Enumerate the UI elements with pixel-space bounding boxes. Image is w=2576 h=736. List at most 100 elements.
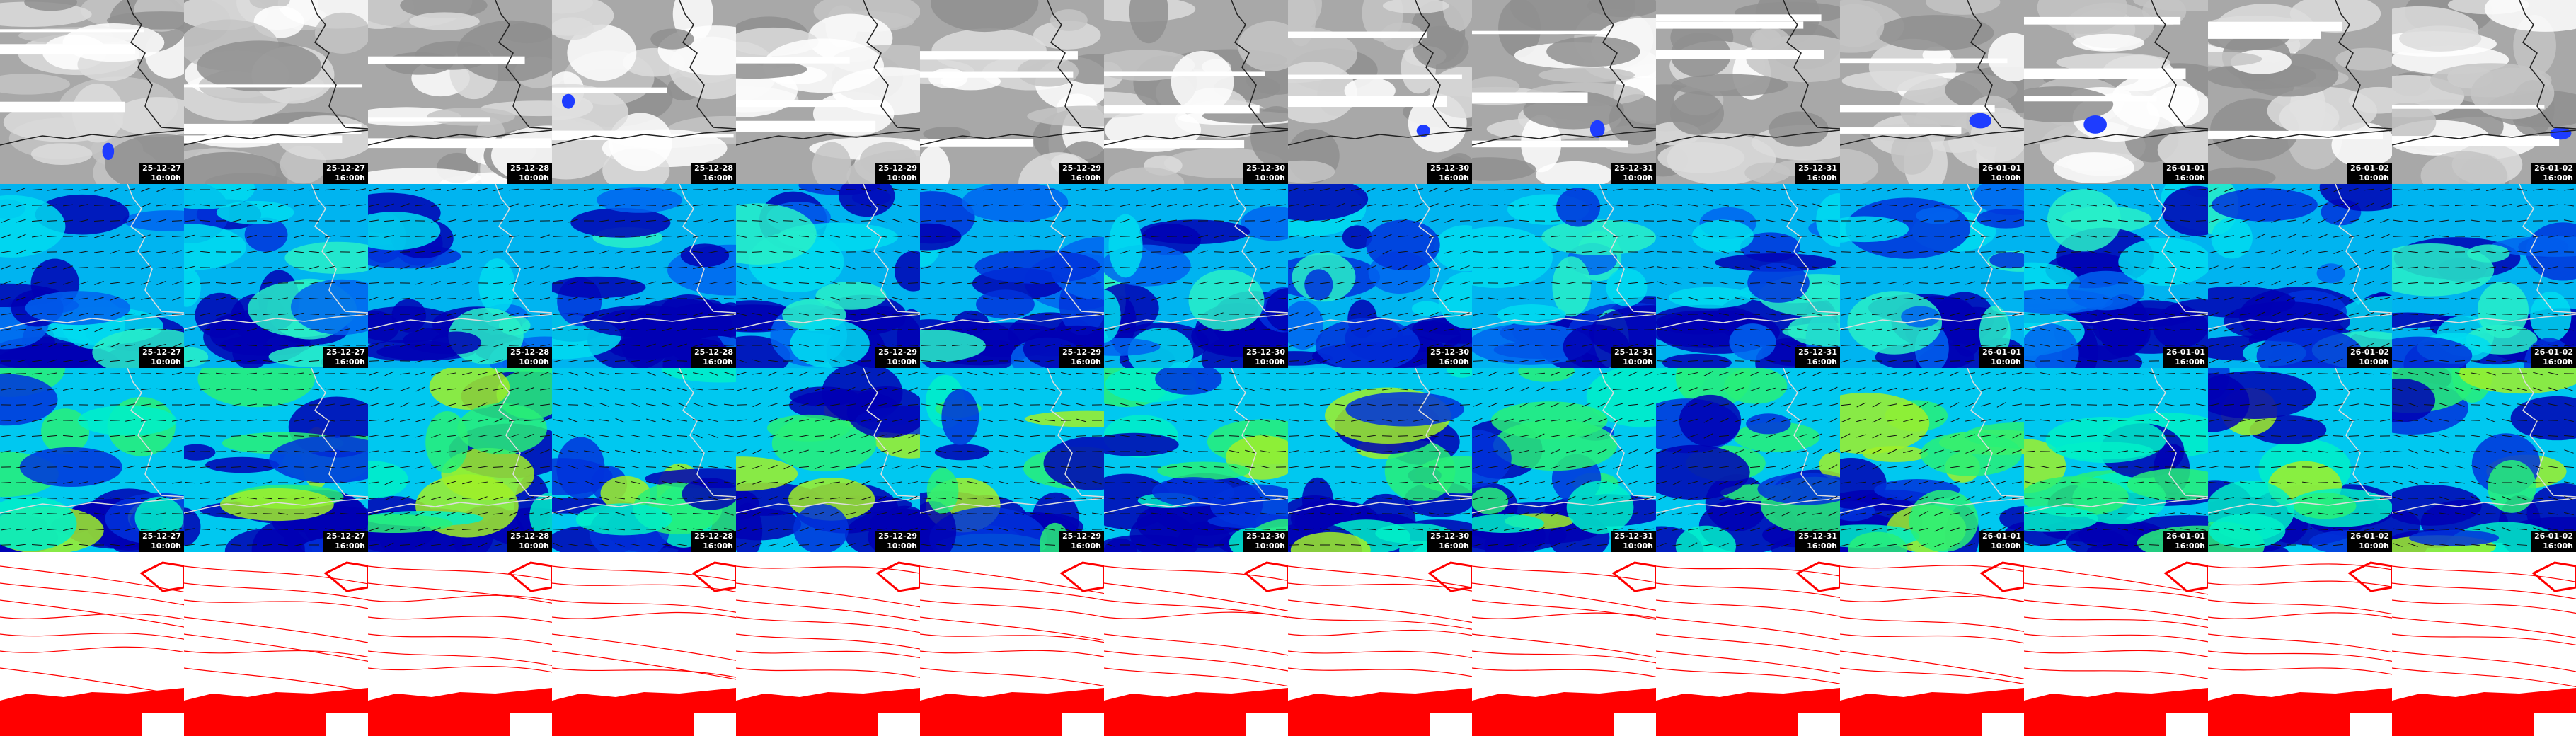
wind-arrow	[47, 359, 57, 363]
wind-arrow	[78, 420, 89, 421]
wind-arrow	[140, 450, 151, 453]
wind-arrow	[2195, 282, 2207, 284]
wind-arrow	[553, 203, 563, 207]
wind-arrow	[125, 344, 136, 347]
wind-arrow	[1320, 297, 1330, 301]
wind-arrow	[1672, 418, 1682, 422]
wind-arrow	[200, 372, 211, 375]
wind-arrow	[677, 372, 687, 376]
wind-arrow	[2087, 188, 2097, 191]
wind-arrow	[200, 219, 211, 222]
data-gap-band	[1472, 92, 1588, 103]
field-blob	[368, 168, 482, 184]
wind-arrow	[2195, 204, 2207, 207]
wind-arrow	[1749, 205, 1761, 206]
wind-arrow	[1657, 372, 1667, 375]
wind-arrow	[584, 371, 594, 376]
wind-arrow	[877, 219, 887, 223]
coastline	[495, 368, 552, 498]
wind-arrow	[908, 481, 918, 484]
wind-arrow	[1351, 466, 1361, 468]
wind-arrow	[431, 481, 441, 485]
wind-arrow	[783, 372, 794, 375]
wind-arrow	[2040, 419, 2051, 422]
wind-arrow	[93, 251, 105, 253]
wind-arrow	[1245, 449, 1255, 454]
wind-arrow	[2196, 497, 2206, 500]
wind-arrow	[645, 297, 657, 300]
wind-arrow	[767, 481, 778, 484]
wind-arrow	[1812, 403, 1822, 406]
wind-arrow	[1551, 435, 1560, 437]
field-blob	[0, 74, 70, 95]
wind-arrow	[263, 251, 272, 253]
wind-arrow	[231, 403, 241, 406]
field-blob	[1586, 368, 1656, 427]
wind-arrow	[79, 281, 88, 285]
wind-arrow	[1275, 188, 1287, 191]
wind-arrow	[1444, 328, 1454, 331]
wind-arrow	[1135, 251, 1146, 253]
wind-arrow	[645, 466, 657, 468]
wind-arrow	[1197, 403, 1209, 406]
wind-arrow	[830, 387, 840, 391]
wind-arrow	[1581, 251, 1592, 253]
wind-arrow	[568, 328, 579, 331]
wind-arrow	[1030, 219, 1040, 222]
wind-arrow	[94, 188, 104, 192]
wind-arrow	[1644, 203, 1654, 207]
wind-arrow	[2011, 497, 2023, 500]
wind-arrow	[1919, 387, 1928, 391]
wind-arrow	[1918, 251, 1929, 253]
wind-arrow	[1135, 282, 1146, 284]
time-label: 10:00h	[887, 541, 917, 551]
wind-arrow	[1381, 497, 1393, 500]
wind-arrow	[277, 251, 289, 253]
wind-arrow	[877, 343, 887, 347]
wind-arrow	[1473, 312, 1483, 316]
wind-arrow	[1766, 480, 1776, 485]
wind-arrow	[1413, 358, 1423, 364]
wind-arrow	[1766, 219, 1776, 222]
wind-arrow	[1151, 360, 1161, 362]
wind-arrow	[1092, 481, 1102, 485]
wind-arrow	[109, 435, 120, 437]
wind-arrow	[524, 371, 534, 376]
wind-arrow	[2086, 360, 2098, 362]
wind-arrow	[2040, 219, 2050, 223]
wind-arrow	[2209, 250, 2219, 254]
wind-arrow	[1275, 450, 1287, 453]
time-label: 16:00h	[2175, 173, 2205, 183]
wind-arrow	[1398, 544, 1408, 546]
isobar	[368, 565, 552, 581]
wind-arrow	[1719, 527, 1729, 531]
wind-arrow	[478, 188, 488, 192]
wind-arrow	[2012, 403, 2022, 406]
date-label: 26-01-01	[1982, 531, 2021, 541]
wind-arrow	[2102, 236, 2113, 237]
wind-arrow	[477, 204, 488, 207]
wind-arrow	[1092, 328, 1102, 331]
wind-arrow	[2055, 372, 2066, 375]
field-blob	[812, 142, 851, 184]
wind-arrow	[1444, 187, 1454, 192]
wind-arrow	[737, 359, 747, 363]
field-blob	[1104, 289, 1121, 343]
wind-arrow	[1582, 480, 1592, 485]
wind-arrow	[509, 387, 519, 391]
wind-arrow	[1, 234, 11, 238]
wind-arrow	[2209, 234, 2219, 238]
wind-arrow	[1061, 328, 1071, 331]
wind-arrow	[1535, 450, 1545, 453]
wind-arrow	[1289, 312, 1299, 316]
wind-arrow	[2255, 328, 2265, 331]
label-box	[875, 347, 920, 368]
wind-arrow	[614, 497, 626, 500]
field-blob	[894, 251, 920, 292]
field-blob	[1108, 167, 1185, 184]
wind-arrow	[1841, 433, 1851, 439]
wind-arrow	[78, 372, 89, 375]
time-label: 16:00h	[1071, 357, 1101, 367]
data-gap-band	[2024, 16, 2181, 25]
